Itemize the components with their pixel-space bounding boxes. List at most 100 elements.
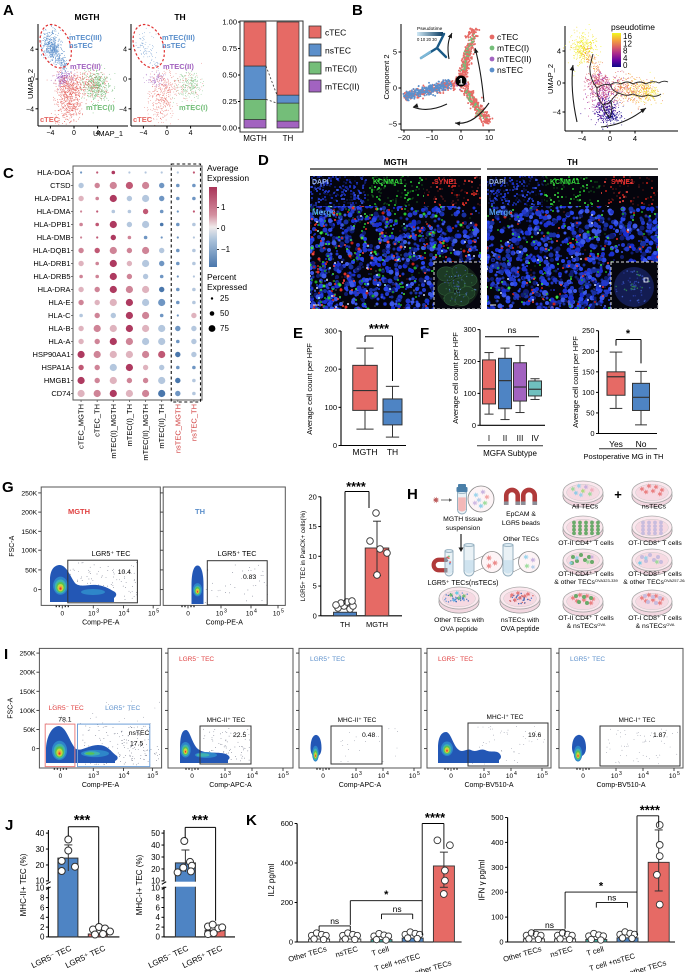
svg-text:25: 25 xyxy=(220,294,229,303)
svg-text:TH: TH xyxy=(195,507,205,516)
svg-text:12: 12 xyxy=(623,39,632,48)
svg-text:10: 10 xyxy=(151,884,160,893)
svg-text:0: 0 xyxy=(33,587,37,594)
svg-text:Merge: Merge xyxy=(489,208,513,217)
svg-text:CD74: CD74 xyxy=(51,389,70,398)
svg-text:& nsTECsOVA: & nsTECsOVA xyxy=(636,622,675,631)
svg-text:10: 10 xyxy=(88,773,96,780)
svg-text:0: 0 xyxy=(156,933,161,942)
svg-text:16: 16 xyxy=(623,32,632,41)
svg-text:Average cell count per HPF: Average cell count per HPF xyxy=(305,343,314,435)
svg-text:10: 10 xyxy=(273,610,281,617)
svg-text:8: 8 xyxy=(623,47,628,56)
svg-text:HLA-DRB1: HLA-DRB1 xyxy=(33,259,70,268)
svg-text:Average cell count per HPF: Average cell count per HPF xyxy=(451,332,460,424)
svg-text:HLA-C: HLA-C xyxy=(48,311,71,320)
svg-text:15: 15 xyxy=(308,522,316,531)
svg-text:Average: Average xyxy=(207,163,239,173)
svg-text:FSC-A: FSC-A xyxy=(9,535,16,556)
svg-text:MHC-I+ TEC (%): MHC-I+ TEC (%) xyxy=(135,854,144,915)
svg-text:0: 0 xyxy=(459,133,463,142)
svg-text:1: 1 xyxy=(458,76,463,86)
svg-text:No: No xyxy=(636,439,647,449)
svg-text:nsTECs: nsTECs xyxy=(642,504,667,511)
svg-text:−4: −4 xyxy=(139,130,147,137)
svg-text:19.6: 19.6 xyxy=(528,732,541,739)
svg-text:A: A xyxy=(3,2,14,19)
svg-text:TH: TH xyxy=(174,12,185,22)
svg-text:10: 10 xyxy=(278,773,286,780)
svg-text:mTEC(I): mTEC(I) xyxy=(86,103,115,112)
svg-text:200: 200 xyxy=(491,888,504,897)
svg-text:0: 0 xyxy=(190,773,194,780)
svg-text:K: K xyxy=(246,812,257,829)
svg-text:LGR5⁺ TEC: LGR5⁺ TEC xyxy=(218,549,257,558)
svg-text:MGTH: MGTH xyxy=(384,158,408,167)
svg-text:17.5: 17.5 xyxy=(130,741,143,748)
svg-text:4: 4 xyxy=(255,771,258,777)
svg-text:250K: 250K xyxy=(21,490,37,497)
svg-text:0: 0 xyxy=(123,77,127,84)
svg-text:0: 0 xyxy=(321,773,325,780)
svg-text:8: 8 xyxy=(40,894,45,903)
svg-text:ns: ns xyxy=(330,916,339,926)
svg-text:3: 3 xyxy=(96,608,99,614)
svg-text:200K: 200K xyxy=(21,510,37,517)
svg-text:100: 100 xyxy=(463,389,476,398)
svg-text:0: 0 xyxy=(393,84,397,93)
svg-text:Comp-APC-A: Comp-APC-A xyxy=(209,782,252,789)
svg-text:0.50: 0.50 xyxy=(222,71,237,80)
svg-text:Other TECs with: Other TECs with xyxy=(434,617,484,624)
svg-text:& nsTECsOVA: & nsTECsOVA xyxy=(567,622,606,631)
svg-text:cTEC_TH: cTEC_TH xyxy=(93,404,102,437)
svg-text:78.1: 78.1 xyxy=(58,717,71,724)
svg-text:HLA-DMA: HLA-DMA xyxy=(37,207,71,216)
svg-text:8: 8 xyxy=(156,894,161,903)
svg-text:10: 10 xyxy=(118,773,126,780)
svg-text:3: 3 xyxy=(96,771,99,777)
svg-text:40: 40 xyxy=(35,829,44,838)
svg-text:mTEC(II): mTEC(II) xyxy=(497,54,532,64)
svg-text:Expressed: Expressed xyxy=(207,282,247,292)
svg-text:3: 3 xyxy=(228,771,231,777)
svg-text:ns: ns xyxy=(607,893,616,903)
svg-text:mTEC(II)_TH: mTEC(II)_TH xyxy=(157,404,166,449)
svg-text:0: 0 xyxy=(72,130,76,137)
svg-text:II: II xyxy=(503,434,507,443)
svg-text:*: * xyxy=(384,889,389,901)
svg-text:20: 20 xyxy=(151,865,160,874)
svg-text:mTEC(I): mTEC(I) xyxy=(497,43,529,53)
svg-text:LGR5+ TEC in PanCK+ cells(%): LGR5+ TEC in PanCK+ cells(%) xyxy=(300,511,307,602)
svg-text:10.4: 10.4 xyxy=(118,569,131,576)
svg-text:5: 5 xyxy=(417,771,420,777)
svg-text:10: 10 xyxy=(479,773,487,780)
svg-text:0: 0 xyxy=(557,79,561,88)
svg-text:G: G xyxy=(2,479,14,496)
svg-text:HLA-DPB1: HLA-DPB1 xyxy=(34,220,71,229)
svg-text:HLA-DOA: HLA-DOA xyxy=(37,168,70,177)
svg-text:III: III xyxy=(517,434,524,443)
svg-text:LGR5⁻ TEC: LGR5⁻ TEC xyxy=(179,656,214,663)
svg-text:−5: −5 xyxy=(388,120,397,129)
svg-text:50: 50 xyxy=(586,408,594,417)
svg-text:4: 4 xyxy=(633,134,637,143)
svg-text:0.83: 0.83 xyxy=(243,574,256,581)
svg-text:DAPI: DAPI xyxy=(312,179,329,186)
svg-text:10: 10 xyxy=(378,773,386,780)
svg-text:200: 200 xyxy=(463,357,476,366)
svg-text:50: 50 xyxy=(151,829,160,838)
svg-text:KCNMA1: KCNMA1 xyxy=(373,179,403,186)
svg-text:10: 10 xyxy=(638,773,646,780)
svg-text:500: 500 xyxy=(491,813,504,822)
svg-text:5: 5 xyxy=(677,771,680,777)
svg-text:OT-II CD4⁺ T cells: OT-II CD4⁺ T cells xyxy=(558,540,614,547)
svg-text:−4: −4 xyxy=(26,106,34,113)
svg-text:ns: ns xyxy=(508,325,517,335)
svg-text:mTEC(I): mTEC(I) xyxy=(179,103,208,112)
svg-text:MGTH: MGTH xyxy=(352,447,377,457)
svg-text:5: 5 xyxy=(286,771,289,777)
svg-text:HLA-A: HLA-A xyxy=(48,337,70,346)
svg-text:5: 5 xyxy=(281,608,284,614)
svg-text:−10: −10 xyxy=(426,133,439,142)
svg-text:nsTEC: nsTEC xyxy=(129,730,150,737)
